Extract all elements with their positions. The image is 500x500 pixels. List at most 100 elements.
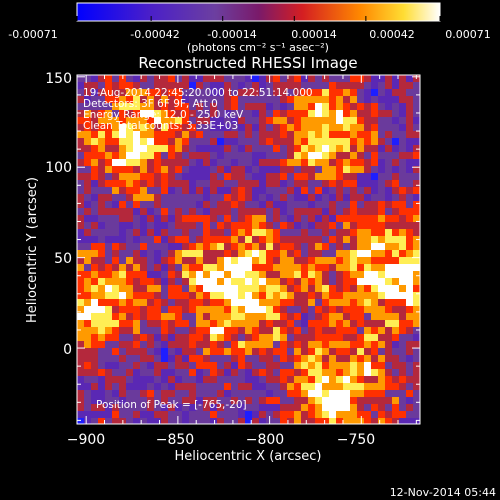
heatmap-cell	[126, 159, 134, 167]
heatmap-cell	[287, 75, 295, 83]
heatmap-cell	[105, 369, 113, 377]
heatmap-cell	[336, 341, 344, 349]
heatmap-cell	[259, 194, 267, 202]
heatmap-cell	[84, 138, 92, 146]
heatmap-cell	[406, 376, 414, 384]
heatmap-cell	[147, 348, 155, 356]
heatmap-cell	[378, 82, 386, 90]
heatmap-cell	[350, 285, 358, 293]
heatmap-cell	[154, 250, 162, 258]
heatmap-cell	[392, 334, 400, 342]
heatmap-cell	[126, 152, 134, 160]
heatmap-cell	[112, 369, 120, 377]
heatmap-cell	[406, 271, 414, 279]
heatmap-cell	[105, 418, 113, 424]
heatmap-cell	[133, 159, 141, 167]
heatmap-cell	[140, 411, 148, 419]
heatmap-cell	[329, 306, 337, 314]
heatmap-cell	[287, 271, 295, 279]
heatmap-cell	[413, 222, 420, 230]
heatmap-cell	[322, 257, 330, 265]
heatmap-cell	[245, 236, 253, 244]
heatmap-cell	[126, 264, 134, 272]
heatmap-cell	[357, 362, 365, 370]
heatmap-cell	[280, 383, 288, 391]
heatmap-cell	[238, 362, 246, 370]
heatmap-cell	[399, 243, 407, 251]
heatmap-cell	[238, 257, 246, 265]
heatmap-cell	[154, 278, 162, 286]
heatmap-cell	[259, 166, 267, 174]
heatmap-cell	[322, 194, 330, 202]
heatmap-cell	[217, 159, 225, 167]
heatmap-cell	[91, 348, 99, 356]
heatmap-cell	[98, 152, 106, 160]
heatmap-cell	[308, 257, 316, 265]
heatmap-cell	[259, 257, 267, 265]
heatmap-cell	[336, 187, 344, 195]
heatmap-cell	[287, 355, 295, 363]
heatmap-cell	[196, 131, 204, 139]
heatmap-cell	[308, 124, 316, 132]
heatmap-cell	[294, 418, 302, 424]
heatmap-cell	[343, 334, 351, 342]
heatmap-cell	[301, 341, 309, 349]
heatmap-cell	[343, 138, 351, 146]
heatmap-cell	[392, 390, 400, 398]
heatmap-cell	[280, 236, 288, 244]
heatmap-cell	[210, 215, 218, 223]
heatmap-cell	[371, 82, 379, 90]
heatmap-cell	[322, 397, 330, 405]
heatmap-cell	[315, 110, 323, 118]
heatmap-cell	[364, 306, 372, 314]
heatmap-cell	[112, 278, 120, 286]
heatmap-cell	[273, 236, 281, 244]
heatmap-cell	[217, 229, 225, 237]
heatmap-cell	[84, 110, 92, 118]
heatmap-cell	[203, 397, 211, 405]
heatmap-cell	[294, 138, 302, 146]
heatmap-cell	[252, 166, 260, 174]
heatmap-cell	[273, 397, 281, 405]
heatmap-cell	[350, 355, 358, 363]
heatmap-cell	[329, 278, 337, 286]
heatmap-cell	[196, 117, 204, 125]
heatmap-cell	[399, 103, 407, 111]
heatmap-cell	[105, 362, 113, 370]
heatmap-cell	[385, 229, 393, 237]
heatmap-cell	[329, 124, 337, 132]
heatmap-cell	[224, 418, 232, 424]
heatmap-cell	[350, 229, 358, 237]
heatmap-cell	[399, 383, 407, 391]
heatmap-cell	[385, 369, 393, 377]
heatmap-cell	[119, 89, 127, 97]
heatmap-cell	[259, 173, 267, 181]
heatmap-cell	[98, 376, 106, 384]
heatmap-cell	[385, 187, 393, 195]
heatmap-cell	[168, 411, 176, 419]
heatmap-cell	[231, 124, 239, 132]
heatmap-cell	[224, 201, 232, 209]
heatmap-cell	[343, 285, 351, 293]
heatmap-cell	[266, 397, 274, 405]
heatmap-cell	[182, 264, 190, 272]
heatmap-cell	[280, 362, 288, 370]
heatmap-cell	[364, 201, 372, 209]
heatmap-cell	[329, 257, 337, 265]
heatmap-cell	[126, 348, 134, 356]
heatmap-cell	[280, 152, 288, 160]
heatmap-cell	[364, 103, 372, 111]
heatmap-cell	[245, 271, 253, 279]
heatmap-cell	[84, 96, 92, 104]
heatmap-cell	[175, 103, 183, 111]
heatmap-cell	[287, 250, 295, 258]
heatmap-cell	[294, 243, 302, 251]
heatmap-cell	[280, 243, 288, 251]
heatmap-cell	[126, 320, 134, 328]
heatmap-cell	[252, 131, 260, 139]
heatmap-cell	[168, 418, 176, 424]
heatmap-cell	[343, 159, 351, 167]
heatmap-cell	[287, 397, 295, 405]
heatmap-cell	[259, 411, 267, 419]
heatmap-cell	[161, 229, 169, 237]
